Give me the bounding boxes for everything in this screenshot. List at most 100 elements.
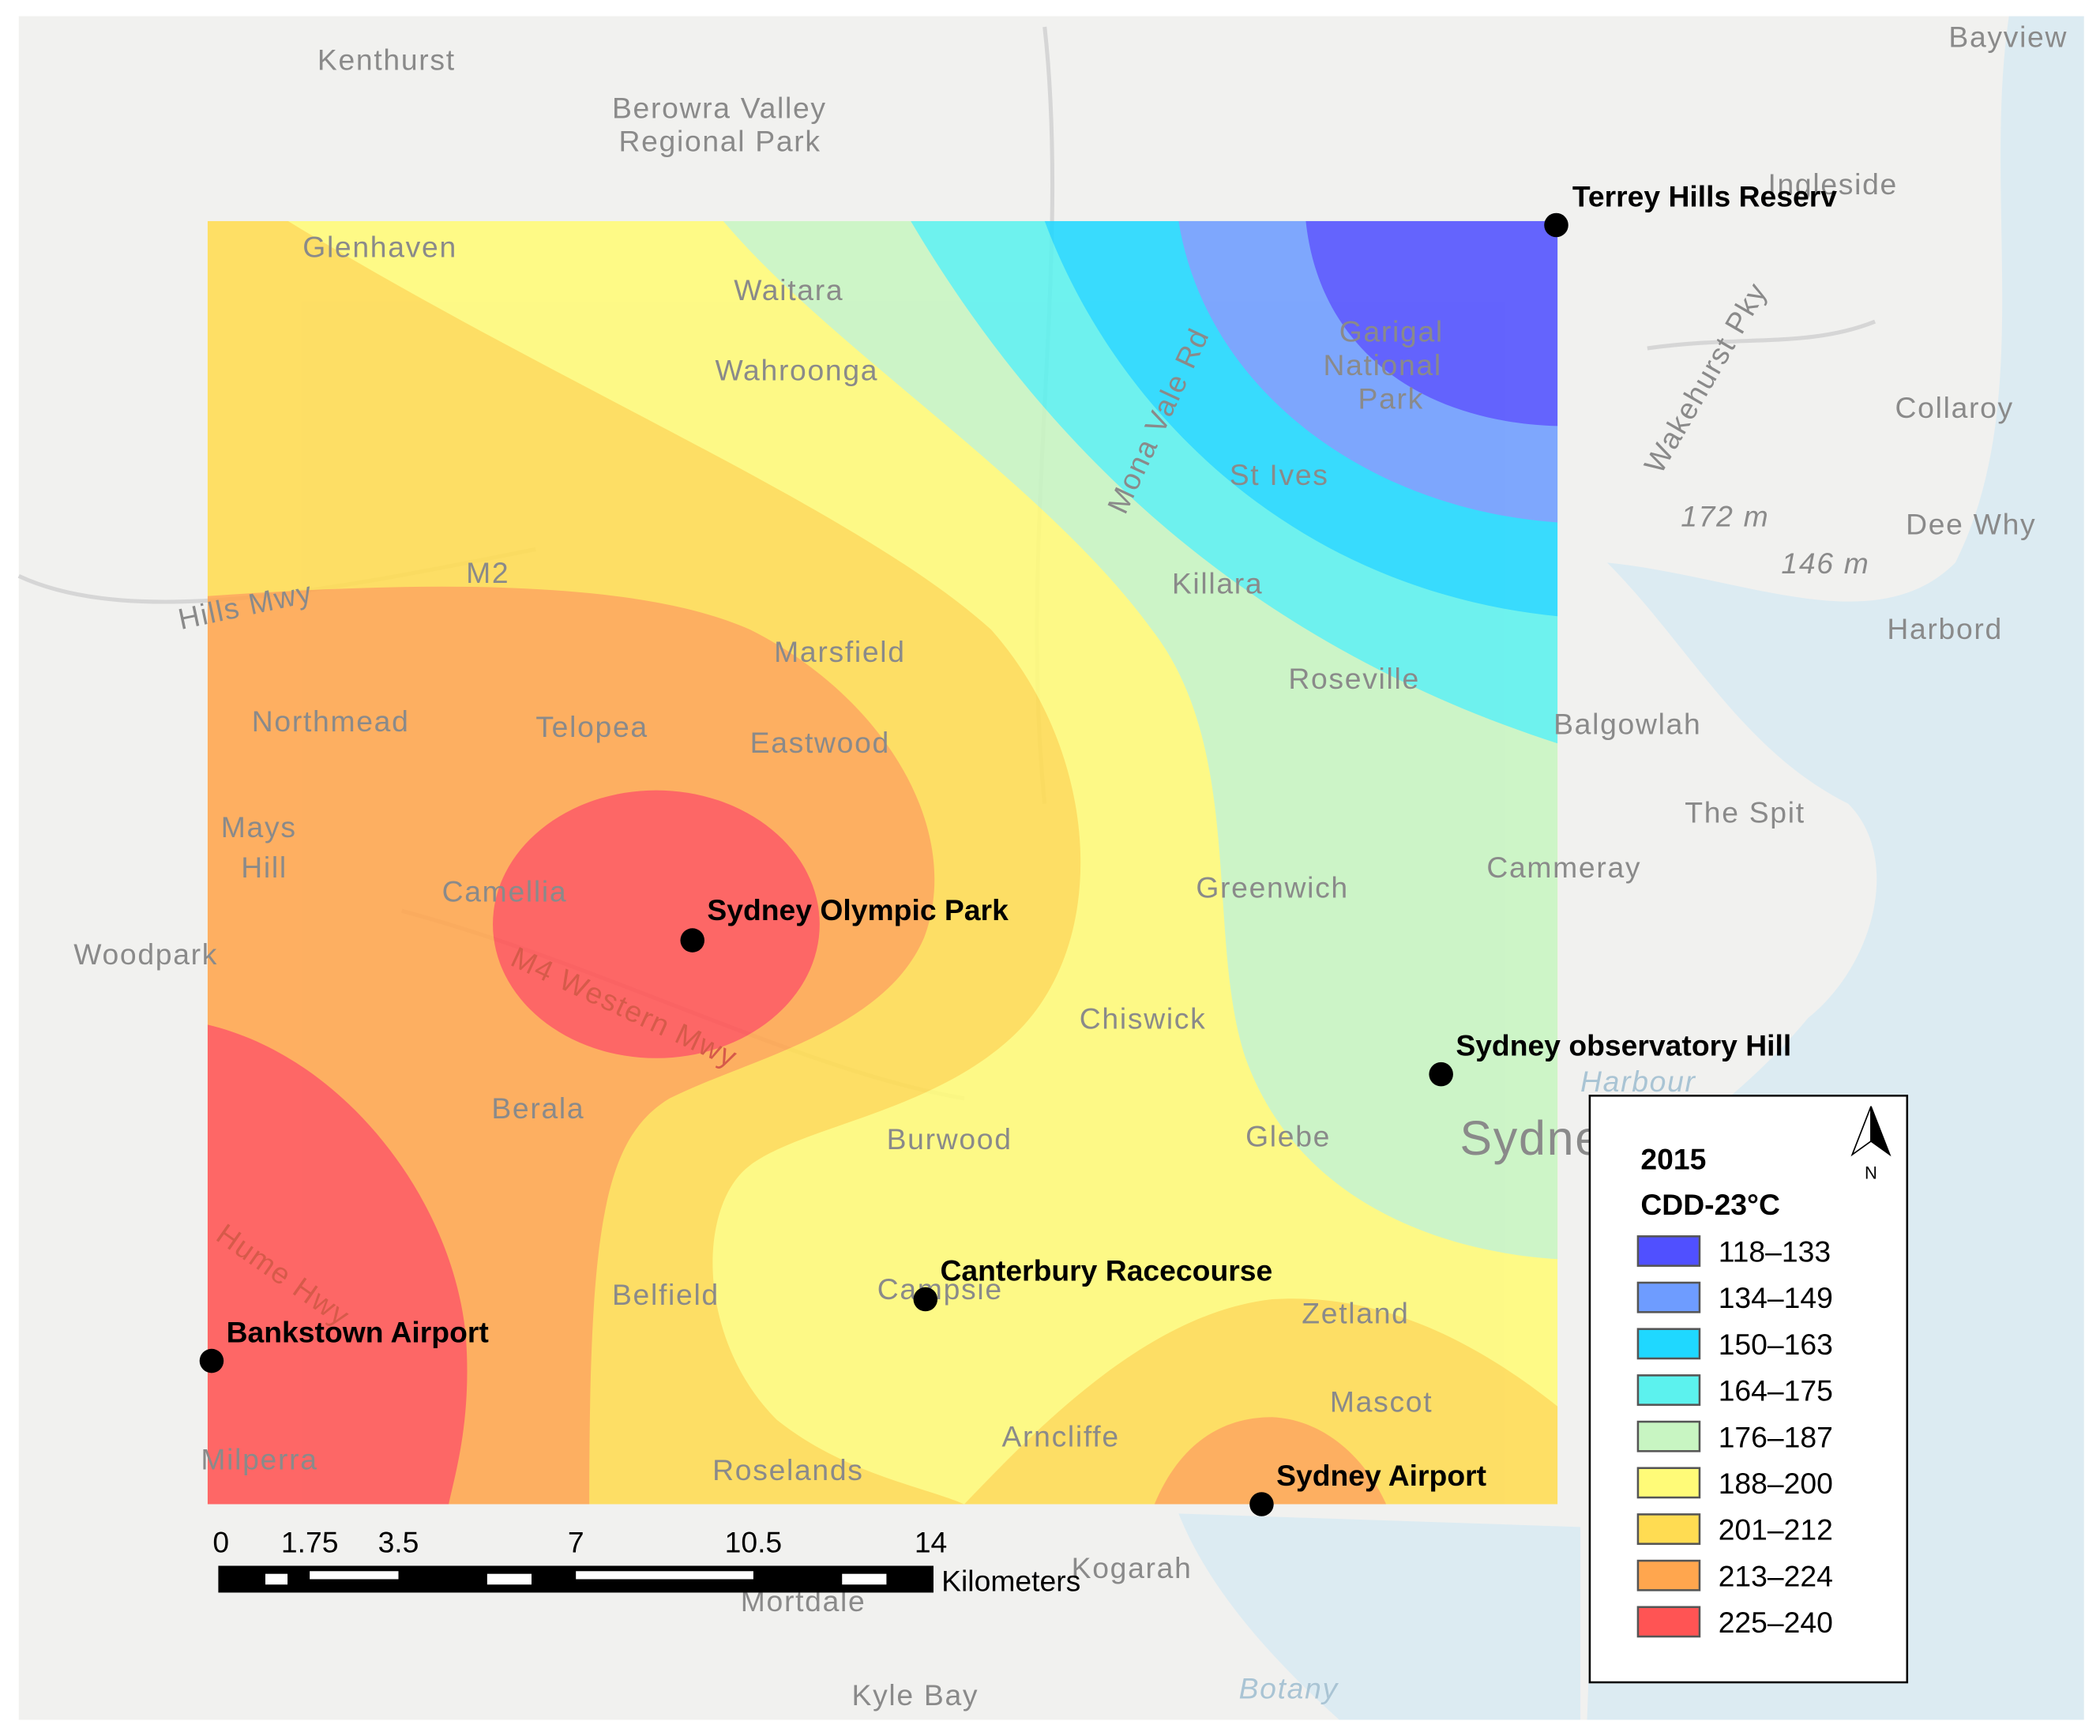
legend-label: 188–200: [1719, 1467, 1833, 1500]
place-label: Killara: [1172, 566, 1264, 599]
legend-title: 2015: [1640, 1143, 1706, 1176]
place-label: Garigal: [1339, 315, 1444, 348]
place-label: Greenwich: [1196, 870, 1349, 904]
contour-region: [1305, 220, 1558, 426]
station-label: Bankstown Airport: [227, 1315, 489, 1348]
legend-label: 176–187: [1719, 1420, 1833, 1453]
legend-label: 118–133: [1719, 1235, 1831, 1268]
place-label: Regional Park: [618, 125, 821, 158]
place-label: National: [1323, 348, 1441, 381]
contour-region: [964, 1298, 1558, 1505]
scale-segment: [310, 1571, 399, 1580]
place-label: Park: [1358, 381, 1424, 415]
place-label: Camellia: [442, 874, 568, 907]
legend-swatch: [1636, 1281, 1701, 1313]
station-label: Sydney Olympic Park: [707, 893, 1009, 926]
north-label: N: [1865, 1163, 1877, 1182]
contour-region: [493, 790, 820, 1058]
place-label: Dee Why: [1906, 508, 2036, 541]
legend-label: 164–175: [1719, 1374, 1833, 1407]
road: [1647, 319, 1876, 351]
place-label: M2: [466, 556, 509, 589]
station-dot: [199, 1348, 224, 1373]
station-label: Sydney Airport: [1276, 1459, 1486, 1492]
place-label: Telopea: [535, 710, 648, 743]
water: [1178, 1513, 1581, 1720]
place-label: Balgowlah: [1553, 707, 1701, 740]
place-label: Mays: [221, 810, 297, 844]
place-label: Berowra Valley: [612, 91, 827, 124]
place-label: 172 m: [1681, 500, 1769, 533]
place-label: Milperra: [201, 1442, 317, 1475]
station-dot: [680, 928, 704, 953]
legend: 2015 CDD-23°C N 118–133 134–149 150–163 164…: [1588, 1095, 1909, 1684]
place-label: Mascot: [1330, 1385, 1433, 1418]
place-label: Burwood: [887, 1122, 1012, 1155]
scale-tick-label: 10.5: [725, 1526, 783, 1559]
scale-tick-label: 3.5: [378, 1526, 419, 1559]
place-label: St Ives: [1230, 458, 1329, 491]
place-label: Zetland: [1302, 1297, 1409, 1330]
place-label: Campsie: [877, 1272, 1003, 1306]
legend-swatch: [1636, 1606, 1701, 1638]
place-label: Belfield: [612, 1278, 719, 1311]
legend-swatch: [1636, 1235, 1701, 1267]
station-dot: [913, 1287, 938, 1312]
legend-swatch: [1636, 1328, 1701, 1360]
scale-bar: 0 1.75 3.5 7 10.5 14 Kilometers: [212, 1526, 1080, 1598]
scale-segment: [842, 1573, 887, 1585]
place-label: Woodpark: [73, 938, 218, 971]
north-arrow: [1870, 1106, 1892, 1157]
scale-unit: Kilometers: [941, 1565, 1080, 1598]
contours: [207, 220, 1558, 1505]
legend-label: 134–149: [1719, 1281, 1833, 1314]
place-label: 146 m: [1781, 547, 1869, 580]
station-label: Canterbury Racecourse: [940, 1253, 1272, 1287]
legend-subtitle: CDD-23°C: [1640, 1188, 1780, 1221]
stations: Terrey Hills Reserv Sydney Olympic Park …: [199, 179, 1837, 1516]
place-label: Ingleside: [1768, 167, 1898, 201]
place-label: Roseville: [1288, 662, 1420, 695]
legend-label: 213–224: [1719, 1559, 1833, 1592]
station-dot: [1249, 1492, 1274, 1516]
place-label: Harbour: [1580, 1065, 1696, 1098]
scale-segment: [576, 1571, 753, 1580]
place-label: Chiswick: [1080, 1001, 1207, 1035]
place-label: Kyle Bay: [852, 1678, 979, 1712]
legend-swatch: [1636, 1374, 1701, 1406]
place-label: Kenthurst: [317, 43, 456, 76]
place-label: Collaroy: [1895, 391, 2014, 424]
place-label: Hill: [241, 851, 287, 884]
place-label: Roselands: [712, 1453, 863, 1486]
scale-tick-label: 0: [212, 1526, 229, 1559]
contour-region: [207, 1024, 468, 1505]
place-label: Waitara: [734, 273, 843, 306]
place-label: Bayview: [1948, 20, 2068, 53]
place-label: Eastwood: [750, 726, 890, 759]
place-label: Kogarah: [1072, 1551, 1193, 1584]
station-label: Sydney observatory Hill: [1456, 1028, 1791, 1062]
legend-label: 201–212: [1719, 1513, 1833, 1546]
legend-label: 225–240: [1719, 1606, 1833, 1639]
scale-tick-label: 1.75: [281, 1526, 339, 1559]
place-label: Marsfield: [774, 635, 906, 668]
station-dot: [1429, 1062, 1453, 1087]
legend-label: 150–163: [1719, 1328, 1833, 1361]
scale-segment: [486, 1573, 532, 1585]
legend-swatch: [1636, 1420, 1701, 1452]
place-label: Arncliffe: [1001, 1420, 1119, 1453]
scale-tick-label: 14: [915, 1526, 948, 1559]
scale-segment: [265, 1573, 288, 1585]
place-label: Glenhaven: [302, 231, 457, 264]
legend-swatch: [1636, 1467, 1701, 1499]
station-dot: [1544, 212, 1568, 238]
place-label: Botany: [1239, 1671, 1339, 1704]
place-label: Berala: [491, 1092, 584, 1125]
place-label: Harbord: [1887, 612, 2003, 645]
legend-swatch: [1636, 1559, 1701, 1591]
place-label: Glebe: [1245, 1120, 1331, 1153]
place-label: Wahroonga: [716, 354, 879, 387]
contour-region: [1154, 1417, 1387, 1505]
scale-tick-label: 7: [568, 1526, 584, 1559]
